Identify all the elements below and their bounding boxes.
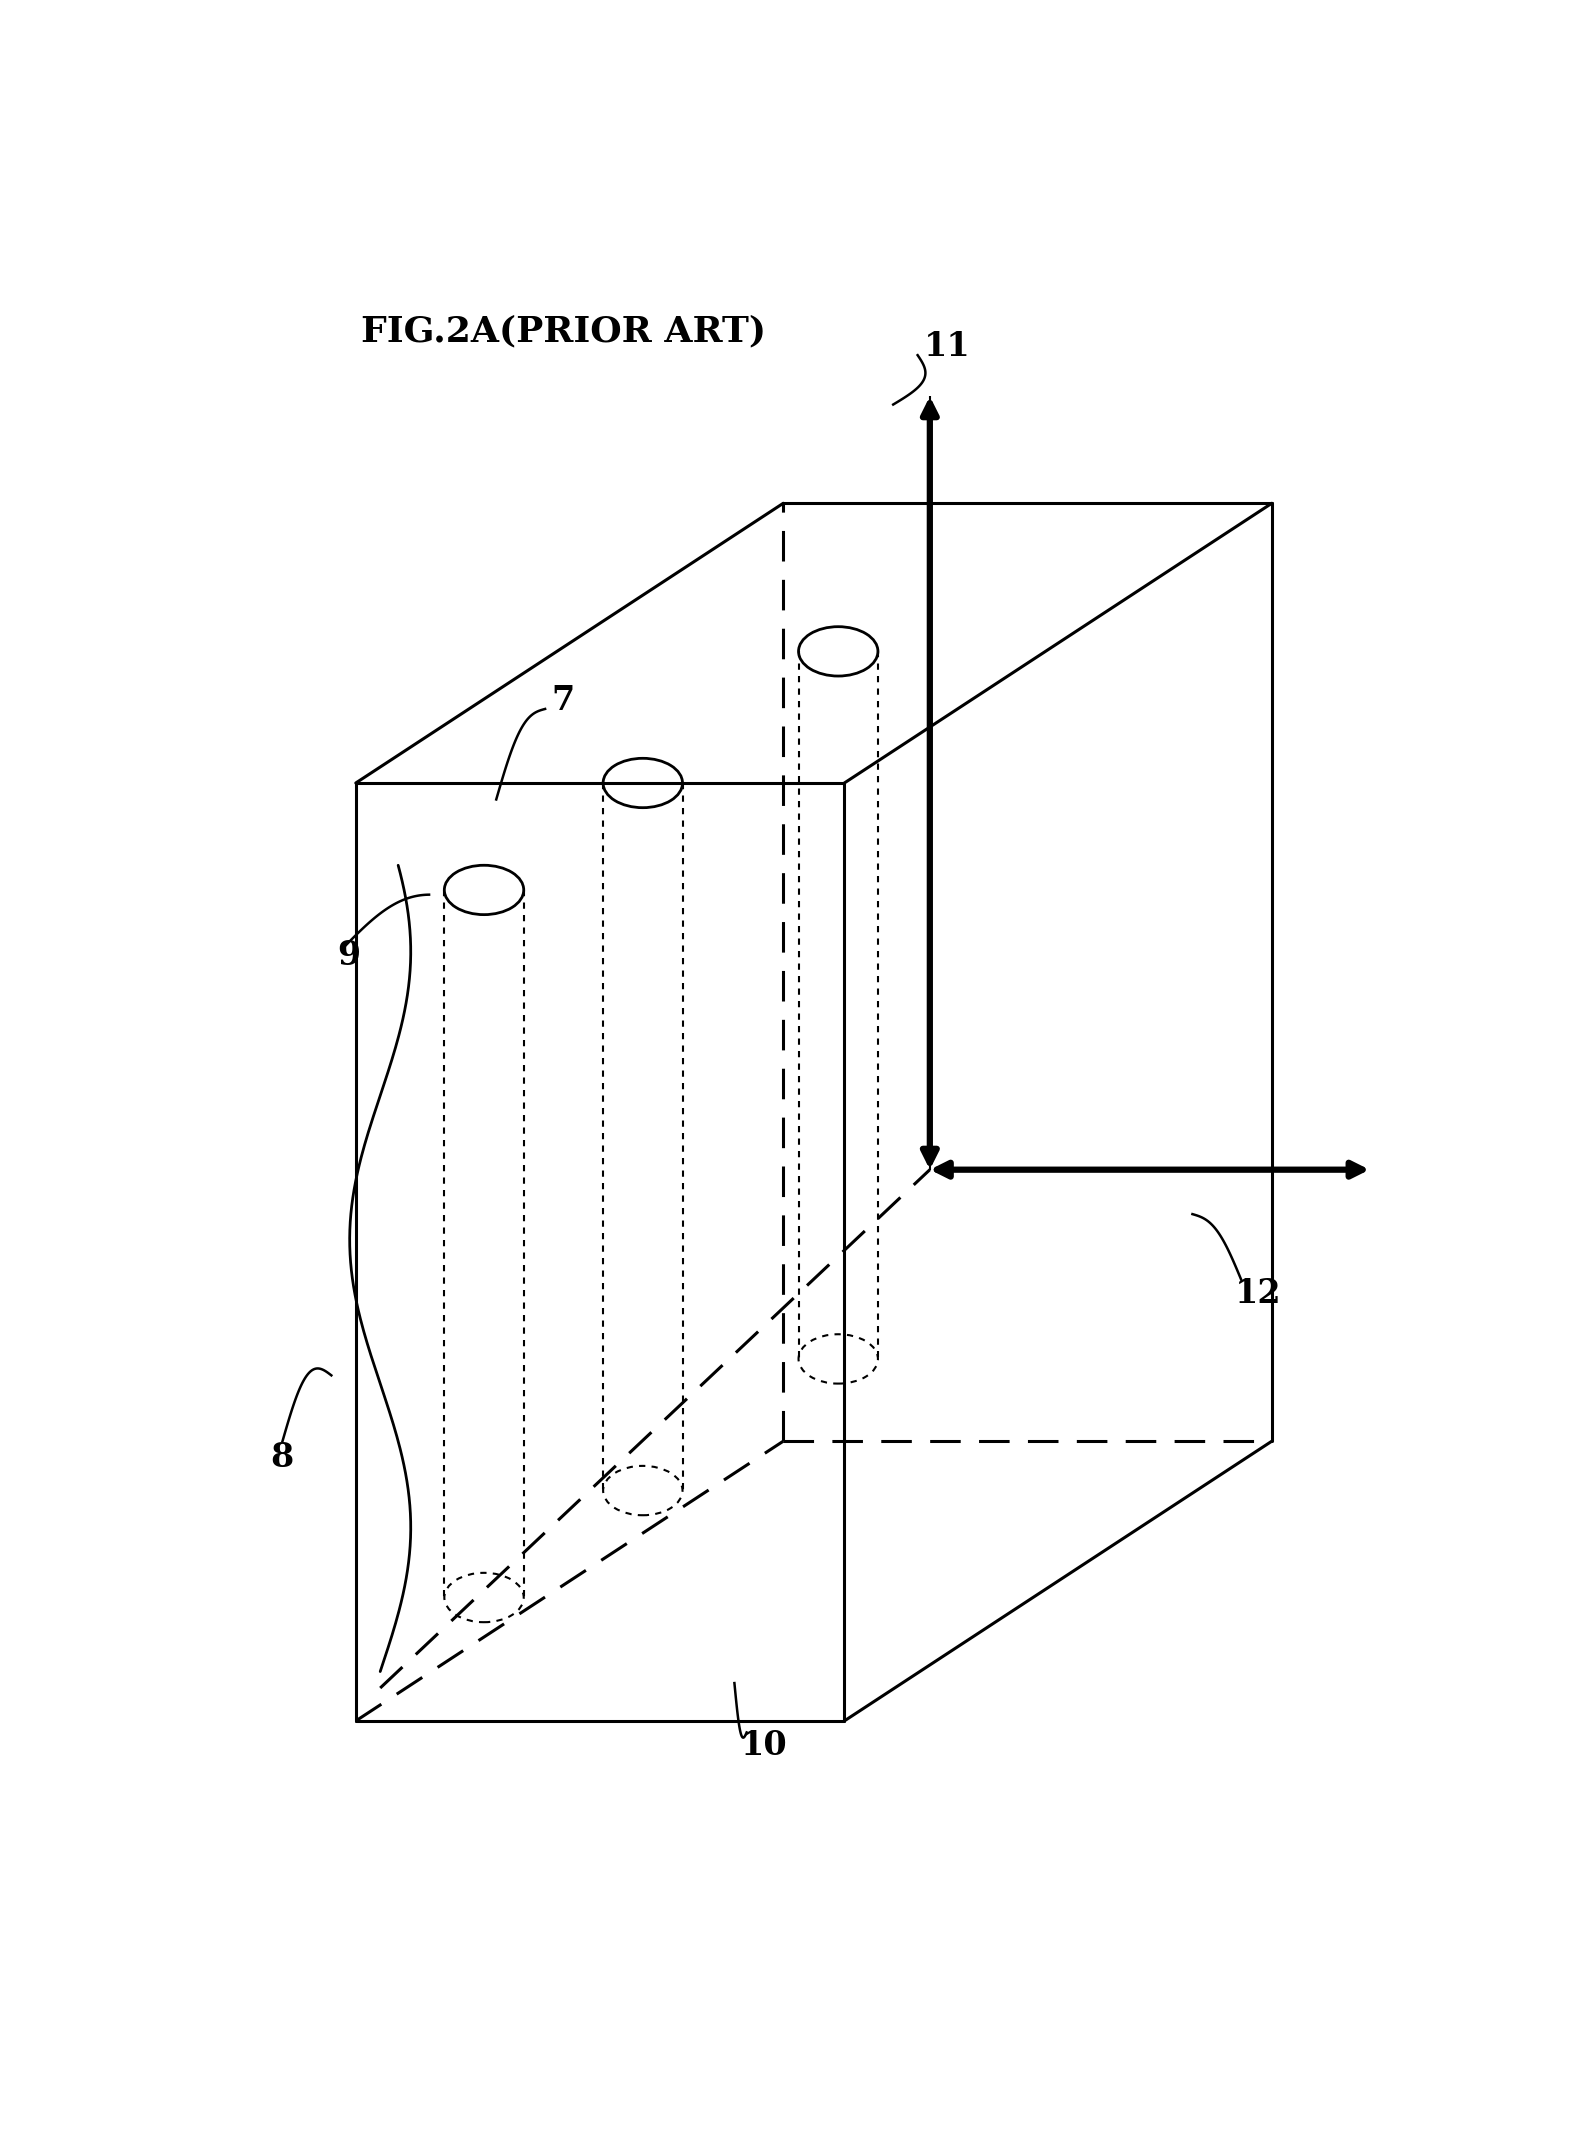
Text: 12: 12 [1236,1276,1281,1310]
Text: 8: 8 [271,1440,293,1475]
Text: 11: 11 [924,331,971,363]
Text: FIG.2A(PRIOR ART): FIG.2A(PRIOR ART) [361,314,766,348]
Text: 9: 9 [337,940,361,972]
Text: 7: 7 [552,684,575,718]
Text: 10: 10 [741,1729,788,1763]
